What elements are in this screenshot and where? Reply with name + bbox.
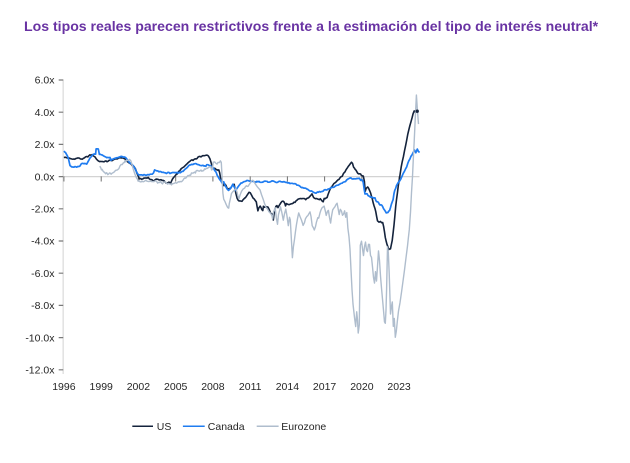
svg-text:2008: 2008 bbox=[201, 381, 225, 393]
svg-text:6.0x: 6.0x bbox=[35, 75, 56, 87]
svg-text:2.0x: 2.0x bbox=[35, 139, 56, 151]
svg-text:Canada: Canada bbox=[208, 421, 245, 433]
svg-text:4.0x: 4.0x bbox=[35, 107, 56, 119]
svg-text:2011: 2011 bbox=[239, 381, 262, 393]
svg-text:Eurozone: Eurozone bbox=[281, 421, 326, 433]
svg-text:US: US bbox=[157, 421, 172, 433]
svg-text:2002: 2002 bbox=[127, 381, 151, 393]
svg-text:1996: 1996 bbox=[52, 381, 76, 393]
svg-text:2023: 2023 bbox=[387, 381, 411, 393]
svg-text:2014: 2014 bbox=[276, 381, 300, 393]
svg-text:1999: 1999 bbox=[90, 381, 114, 393]
svg-text:-2.0x: -2.0x bbox=[31, 204, 55, 216]
svg-text:2017: 2017 bbox=[313, 381, 337, 393]
svg-text:0.0x: 0.0x bbox=[35, 171, 56, 183]
svg-text:2005: 2005 bbox=[164, 381, 188, 393]
svg-text:-10.0x: -10.0x bbox=[25, 332, 55, 344]
svg-text:2020: 2020 bbox=[350, 381, 374, 393]
svg-text:-4.0x: -4.0x bbox=[31, 236, 55, 248]
svg-text:-6.0x: -6.0x bbox=[31, 268, 55, 280]
svg-text:-8.0x: -8.0x bbox=[31, 300, 55, 312]
svg-text:-12.0x: -12.0x bbox=[25, 365, 55, 377]
